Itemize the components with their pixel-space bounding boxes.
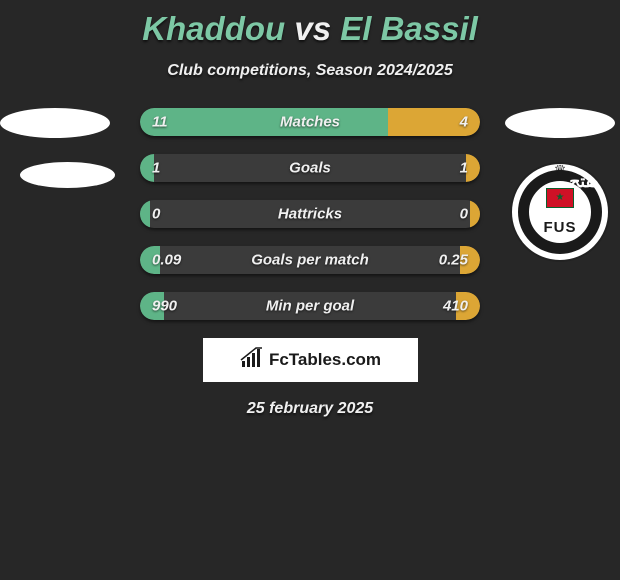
footer-brand-box[interactable]: FcTables.com	[203, 338, 418, 382]
stat-fill-left	[140, 200, 150, 228]
stat-value-left: 0	[152, 206, 160, 223]
comparison-panel: ♛ الفتح ي ★ FUS 11 Matches 4 1 Goals 1 0 Hattri…	[0, 108, 620, 418]
chart-icon	[239, 347, 265, 374]
left-badge-column	[0, 108, 120, 212]
stat-value-left: 990	[152, 298, 177, 315]
stat-fill-right	[466, 154, 480, 182]
title-connector: vs	[294, 10, 331, 47]
stat-fill-right	[470, 200, 480, 228]
player1-badge-placeholder	[0, 108, 110, 138]
badge-arabic-top: الفتح	[569, 172, 604, 192]
stat-value-left: 1	[152, 160, 160, 177]
stat-label: Goals	[289, 160, 331, 177]
stat-value-right: 0.25	[439, 252, 468, 269]
player2-club-badge: ♛ الفتح ي ★ FUS	[510, 162, 610, 262]
badge-text: FUS	[544, 219, 577, 236]
stat-label: Min per goal	[266, 298, 354, 315]
right-badge-column: ♛ الفتح ي ★ FUS	[500, 108, 620, 262]
stat-label: Matches	[280, 114, 340, 131]
stat-label: Goals per match	[251, 252, 369, 269]
crown-icon: ♛	[554, 162, 567, 179]
stat-row: 1 Goals 1	[140, 154, 480, 182]
stat-row: 0.09 Goals per match 0.25	[140, 246, 480, 274]
stat-row: 990 Min per goal 410	[140, 292, 480, 320]
footer-brand-fc: Fc	[269, 350, 289, 369]
stat-value-right: 4	[460, 114, 468, 131]
stat-value-right: 1	[460, 160, 468, 177]
player1-club-placeholder	[20, 162, 115, 188]
stat-value-right: 410	[443, 298, 468, 315]
subtitle: Club competitions, Season 2024/2025	[0, 62, 620, 80]
stat-value-left: 11	[152, 114, 168, 131]
badge-arabic-bottom: ي	[514, 234, 527, 254]
stat-rows: 11 Matches 4 1 Goals 1 0 Hattricks 0 0.09 Goals pe…	[140, 108, 480, 320]
page-date: 25 february 2025	[0, 400, 620, 418]
footer-brand-rest: Tables.com	[289, 350, 381, 369]
stat-value-right: 0	[460, 206, 468, 223]
footer-brand-text: FcTables.com	[269, 350, 381, 370]
stat-row: 11 Matches 4	[140, 108, 480, 136]
title-player1: Khaddou	[142, 10, 285, 47]
star-icon: ★	[556, 192, 565, 203]
page-title: Khaddou vs El Bassil	[0, 0, 620, 48]
stat-fill-left	[140, 108, 388, 136]
stat-row: 0 Hattricks 0	[140, 200, 480, 228]
stat-label: Hattricks	[278, 206, 342, 223]
stat-value-left: 0.09	[152, 252, 181, 269]
player2-badge-placeholder	[505, 108, 615, 138]
title-player2: El Bassil	[340, 10, 478, 47]
